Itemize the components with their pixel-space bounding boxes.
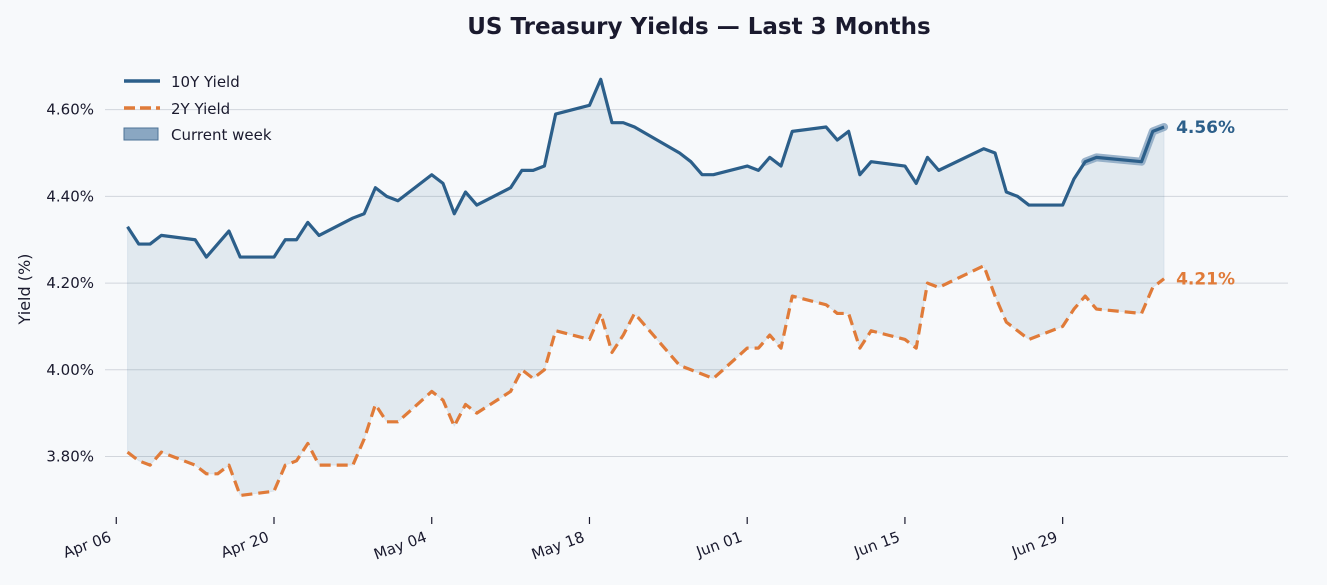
x-tick-label: Jun 29 (1008, 528, 1060, 561)
y-tick-label: 4.00% (46, 361, 94, 379)
series-lines (126, 77, 1166, 498)
x-tick-label: May 18 (529, 528, 587, 564)
y-tick-label: 4.40% (46, 187, 94, 205)
y-tick-label: 3.80% (46, 447, 94, 465)
x-tick-label: Jun 01 (693, 528, 745, 561)
x-tick-label: Apr 20 (218, 528, 271, 562)
series-10y-line (126, 77, 1165, 259)
end-label-2y: 4.21% (1176, 270, 1235, 290)
chart-legend: 10Y Yield 2Y Yield Current week (123, 73, 272, 144)
legend-2y-label: 2Y Yield (171, 100, 230, 118)
y-axis-label: Yield (%) (15, 254, 34, 326)
y-axis-ticks: 3.80% 4.00% 4.20% 4.40% 4.60% (46, 101, 94, 466)
legend-10y-label: 10Y Yield (171, 73, 240, 91)
gridlines (105, 109, 1288, 457)
x-tick-label: Apr 06 (61, 528, 114, 562)
x-axis-ticks: Apr 06 Apr 20 May 04 May 18 Jun 01 Jun 15 Jun … (61, 517, 1064, 564)
y-tick-label: 4.20% (46, 274, 94, 292)
legend-current-week-swatch (123, 127, 159, 141)
legend-current-week-label: Current week (171, 126, 272, 144)
end-value-labels: 4.56% 4.21% (1176, 118, 1235, 290)
y-tick-label: 4.60% (46, 101, 94, 119)
x-tick-label: Jun 15 (851, 528, 903, 561)
spread-area (127, 77, 1165, 497)
spread-band (127, 77, 1165, 497)
x-tick-label: May 04 (371, 528, 429, 564)
chart-title: US Treasury Yields — Last 3 Months (467, 14, 930, 40)
end-label-10y: 4.56% (1176, 118, 1235, 138)
